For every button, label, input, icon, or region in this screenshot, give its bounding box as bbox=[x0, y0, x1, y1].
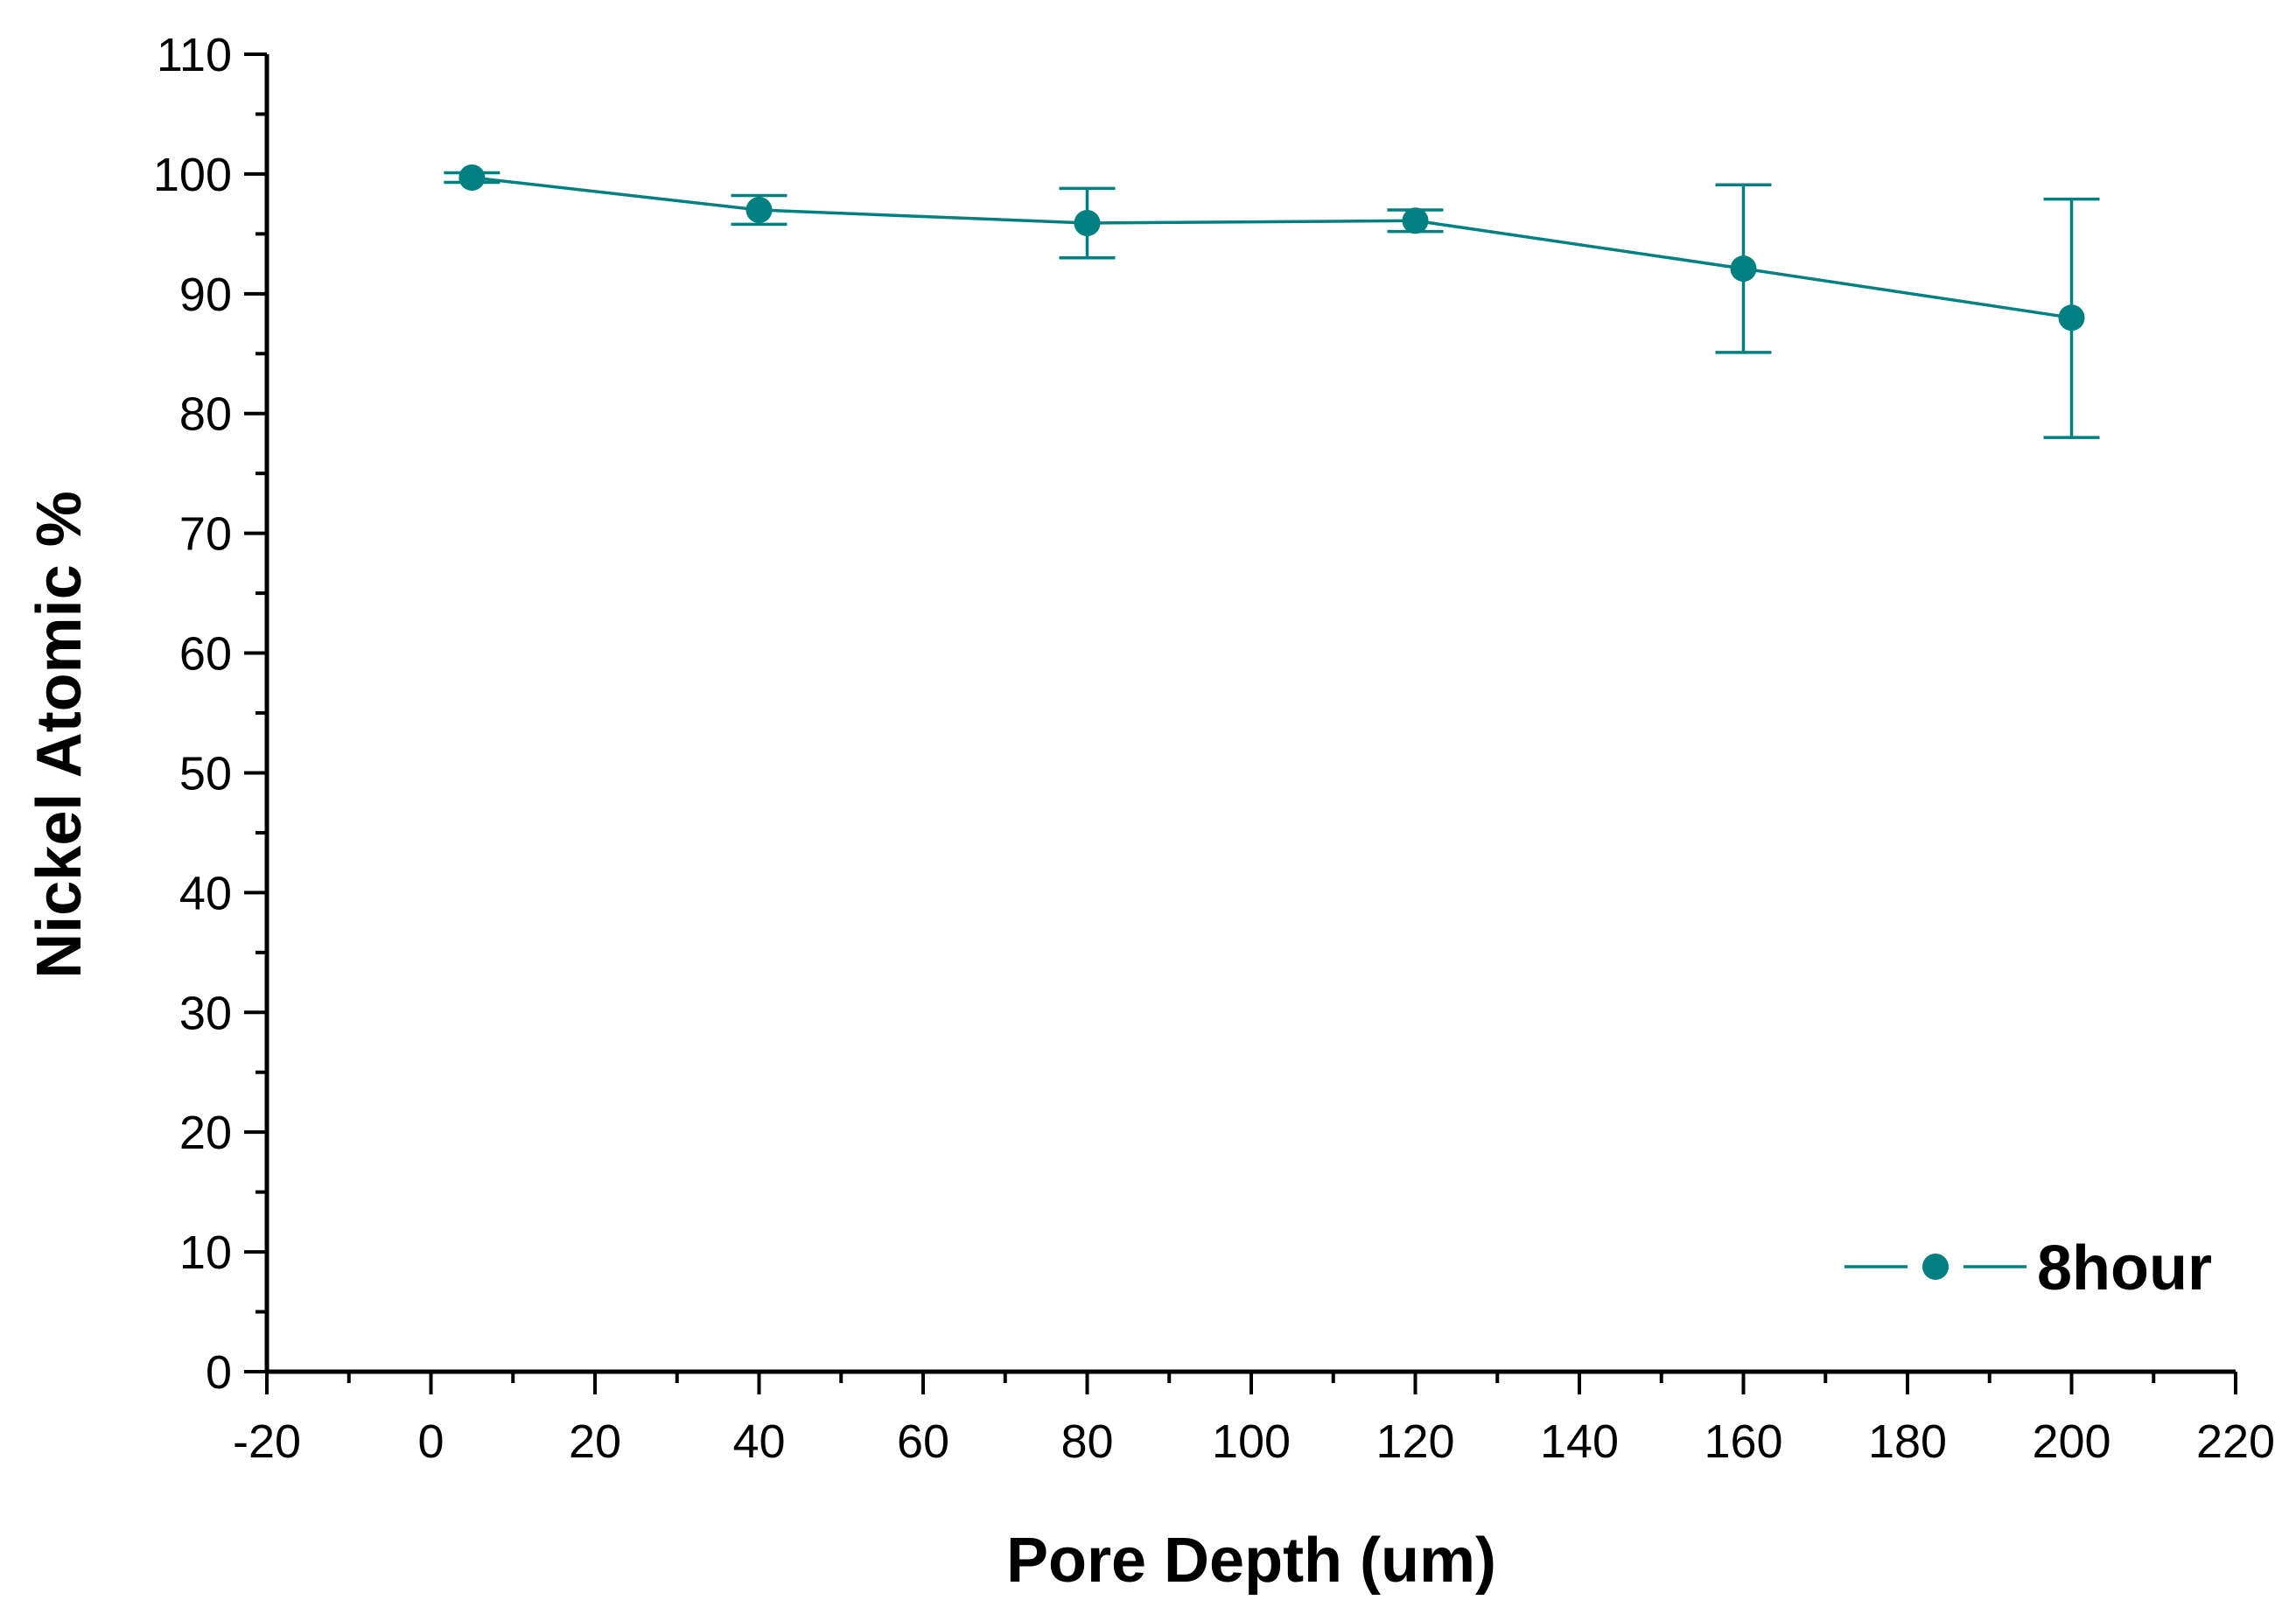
legend: 8hour bbox=[1844, 1233, 2212, 1303]
y-axis-title: Nickel Atomic % bbox=[24, 491, 94, 979]
x-tick-label: 180 bbox=[1868, 1415, 1947, 1468]
y-tick-label: 110 bbox=[157, 29, 232, 81]
y-tick-label: 90 bbox=[179, 269, 232, 321]
x-tick-label: 220 bbox=[2196, 1415, 2275, 1468]
y-tick-label: 30 bbox=[179, 987, 232, 1039]
y-tick-label: 70 bbox=[179, 508, 232, 561]
legend-marker bbox=[1922, 1254, 1949, 1280]
x-tick-label: -20 bbox=[233, 1415, 301, 1468]
y-tick-label: 0 bbox=[206, 1346, 232, 1399]
data-point bbox=[1402, 207, 1429, 234]
x-axis-title: Pore Depth (um) bbox=[1006, 1526, 1496, 1596]
y-tick-label: 100 bbox=[153, 149, 232, 201]
data-point bbox=[1074, 210, 1101, 237]
x-tick-label: 120 bbox=[1376, 1415, 1454, 1468]
data-point bbox=[458, 164, 486, 192]
x-tick-label: 20 bbox=[569, 1415, 621, 1468]
x-tick-label: 100 bbox=[1212, 1415, 1291, 1468]
x-tick-label: 60 bbox=[897, 1415, 949, 1468]
y-tick-label: 50 bbox=[179, 747, 232, 800]
x-tick-label: 0 bbox=[417, 1415, 444, 1468]
x-tick-label: 40 bbox=[732, 1415, 785, 1468]
y-tick-label: 40 bbox=[179, 867, 232, 919]
y-tick-label: 80 bbox=[179, 388, 232, 441]
y-tick-label: 60 bbox=[179, 628, 232, 681]
y-tick-label: 10 bbox=[179, 1226, 232, 1279]
data-point bbox=[1730, 255, 1757, 283]
x-tick-label: 140 bbox=[1540, 1415, 1619, 1468]
x-tick-label: 200 bbox=[2032, 1415, 2110, 1468]
data-point bbox=[2058, 304, 2085, 332]
series-line bbox=[472, 176, 2072, 319]
series-8hour bbox=[444, 164, 2100, 439]
data-point bbox=[746, 196, 773, 223]
legend-label: 8hour bbox=[2037, 1233, 2212, 1303]
x-tick-label: 80 bbox=[1060, 1415, 1113, 1468]
x-tick-label: 160 bbox=[1704, 1415, 1782, 1468]
y-tick-label: 20 bbox=[179, 1107, 232, 1159]
